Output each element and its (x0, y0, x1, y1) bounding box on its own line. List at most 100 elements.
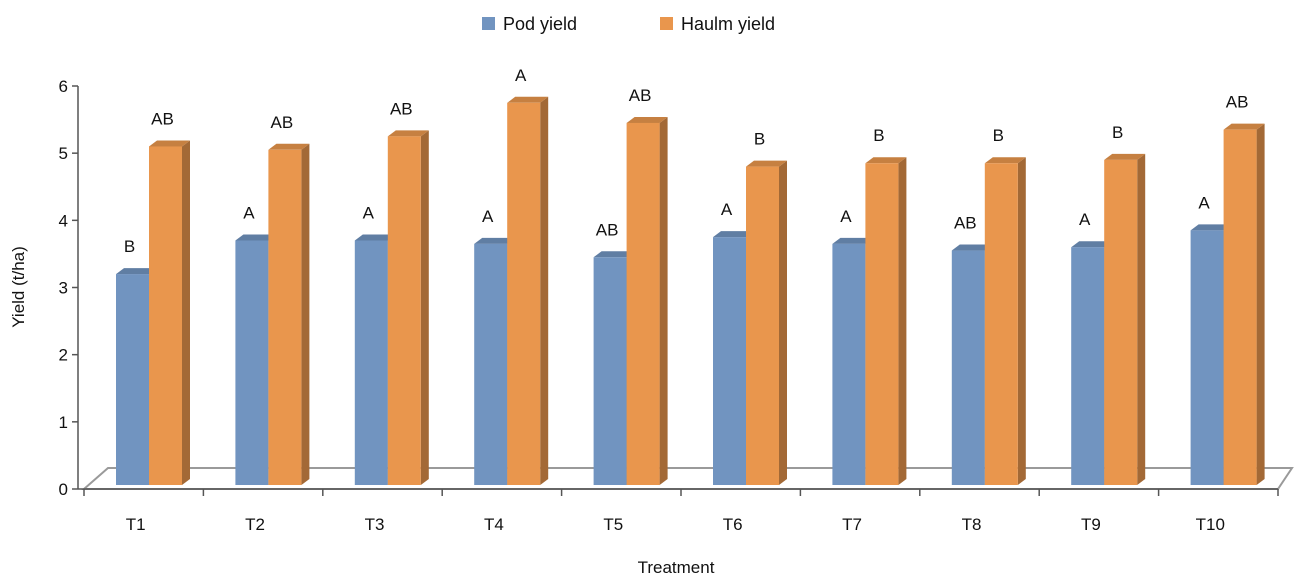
bar-haulm-T1 (149, 140, 190, 485)
significance-label: B (873, 126, 884, 145)
bar-haulm-T3 (387, 130, 429, 485)
x-tick-label: T9 (1081, 515, 1101, 534)
x-axis: T1 T2 T3 T4 T5 T6 T7 T8 T9 T10 (78, 488, 1279, 534)
y-tick-label: 2 (59, 346, 68, 365)
bar-front (474, 243, 508, 485)
x-axis-title: Treatment (638, 558, 715, 577)
bar-side (1017, 157, 1026, 485)
bar-top (951, 244, 993, 251)
significance-label: A (721, 200, 733, 219)
bar-top (1104, 153, 1146, 160)
bar-top (1223, 123, 1265, 130)
bar-front (626, 122, 660, 486)
significance-label: A (482, 207, 494, 226)
y-tick-label: 4 (59, 211, 68, 230)
bar-top (507, 96, 549, 103)
bar-front (149, 146, 182, 485)
bar-side (540, 96, 549, 486)
legend-swatch-pod-yield (482, 17, 495, 30)
bar-front (387, 136, 421, 485)
bar-haulm-T7 (865, 157, 907, 485)
bar-haulm-T8 (984, 157, 1026, 485)
x-tick-label: T7 (842, 515, 862, 534)
bar-top (984, 157, 1026, 164)
bar-haulm-T6 (746, 160, 787, 485)
bar-top (387, 130, 429, 137)
significance-label: AB (390, 99, 413, 118)
bar-side (779, 160, 787, 485)
y-axis-title: Yield (t/ha) (9, 246, 28, 328)
legend-label-pod-yield: Pod yield (503, 14, 577, 34)
significance-label: B (993, 126, 1004, 145)
bar-front (746, 166, 779, 485)
legend-label-haulm-yield: Haulm yield (681, 14, 775, 34)
significance-label: A (243, 203, 255, 222)
bar-side (301, 143, 310, 485)
bar-top (1071, 241, 1113, 248)
bar-front (832, 243, 866, 485)
significance-label: B (1112, 123, 1123, 142)
bar-top (268, 143, 310, 150)
bar-top (354, 234, 396, 241)
bar-front (865, 163, 899, 485)
significance-label: AB (151, 109, 174, 128)
bar-side (182, 140, 190, 485)
bar-front (951, 250, 985, 485)
bar-top (149, 140, 190, 147)
bar-front (984, 163, 1018, 485)
significance-label: A (1079, 210, 1091, 229)
significance-label: B (124, 237, 135, 256)
bar-top (116, 268, 157, 275)
x-tick-label: T4 (484, 515, 504, 534)
significance-label: A (1198, 193, 1210, 212)
bar-front (235, 240, 269, 485)
bar-front (1223, 129, 1257, 486)
bar-front (354, 240, 388, 485)
x-tick-label: T8 (962, 515, 982, 534)
significance-label: AB (1226, 93, 1249, 112)
significance-label: AB (954, 214, 977, 233)
significance-label: AB (629, 86, 652, 105)
bar-front (507, 102, 541, 486)
bar-top (593, 251, 635, 258)
bar-side (659, 116, 668, 486)
significance-label: A (363, 203, 375, 222)
bar-top (832, 237, 874, 244)
x-tick-label: T6 (723, 515, 743, 534)
significance-label: AB (596, 220, 619, 239)
bar-top (746, 160, 787, 167)
bar-top (865, 157, 907, 164)
y-tick-label: 1 (59, 413, 68, 432)
y-tick-label: 5 (59, 144, 68, 163)
y-tick-label: 3 (59, 279, 68, 298)
bar-front (713, 237, 746, 485)
significance-label: AB (271, 113, 294, 132)
bar-side (898, 157, 907, 485)
bar-side (420, 130, 429, 485)
x-tick-label: T10 (1196, 515, 1225, 534)
bar-front (116, 274, 149, 485)
bars (116, 96, 1265, 486)
significance-label: A (840, 207, 852, 226)
bar-haulm-T9 (1104, 153, 1146, 485)
bar-top (474, 237, 516, 244)
significance-label: A (515, 66, 527, 85)
legend-swatch-haulm-yield (660, 17, 673, 30)
bar-side (1137, 153, 1146, 485)
y-tick-label: 6 (59, 77, 68, 96)
bar-top (235, 234, 277, 241)
legend: Pod yield Haulm yield (482, 14, 775, 34)
bar-haulm-T5 (626, 116, 668, 486)
y-axis: 0 1 2 3 4 5 6 (59, 77, 79, 499)
bar-side (1256, 123, 1265, 486)
bar-front (593, 257, 627, 485)
bar-front (1104, 159, 1138, 485)
bar-haulm-T2 (268, 143, 310, 485)
bar-haulm-T4 (507, 96, 549, 486)
bar-top (1190, 224, 1232, 231)
significance-label: B (754, 130, 765, 149)
x-tick-label: T2 (245, 515, 265, 534)
y-tick-label: 0 (59, 480, 68, 499)
